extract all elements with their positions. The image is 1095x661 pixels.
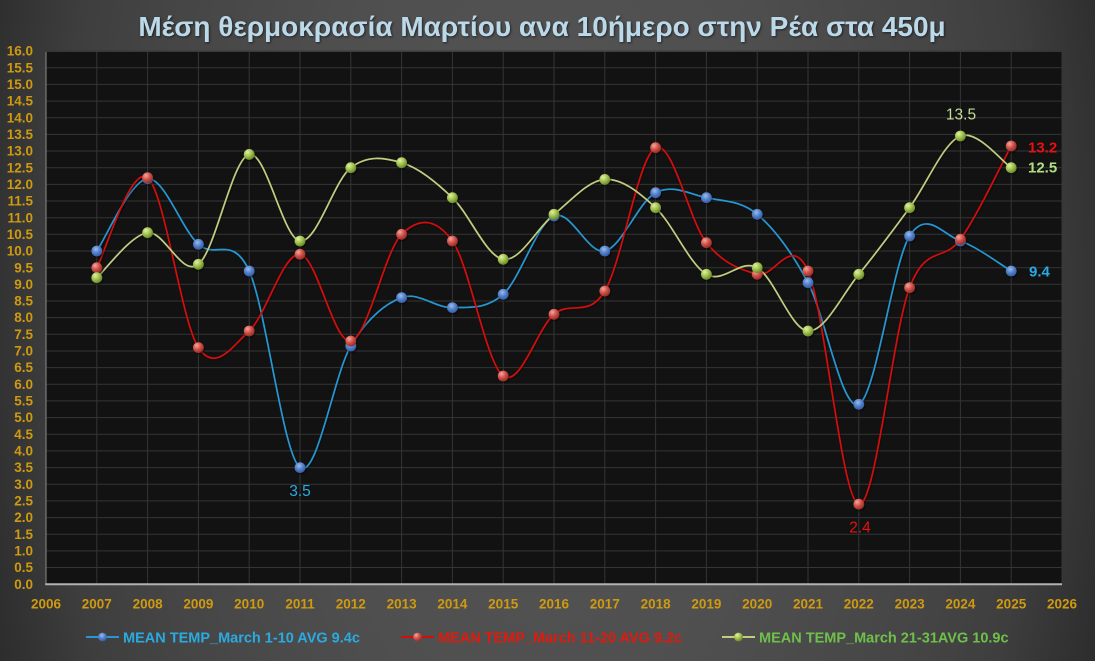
svg-text:9.4: 9.4	[1029, 264, 1051, 281]
svg-text:2025: 2025	[996, 597, 1027, 612]
svg-text:13.5: 13.5	[7, 127, 34, 142]
svg-text:12.0: 12.0	[7, 177, 33, 192]
svg-text:2013: 2013	[387, 597, 418, 612]
svg-text:2012: 2012	[336, 597, 366, 612]
svg-text:2018: 2018	[641, 597, 672, 612]
svg-text:13.0: 13.0	[7, 144, 33, 159]
svg-text:2006: 2006	[31, 597, 62, 612]
svg-text:3.5: 3.5	[289, 483, 311, 500]
svg-text:4.5: 4.5	[14, 427, 33, 442]
svg-text:12.5: 12.5	[1028, 159, 1057, 176]
svg-text:0.5: 0.5	[14, 560, 33, 575]
svg-text:10.0: 10.0	[7, 244, 33, 259]
svg-text:2008: 2008	[133, 597, 164, 612]
svg-text:14.5: 14.5	[7, 94, 34, 109]
svg-text:9.5: 9.5	[14, 260, 33, 275]
svg-text:16.0: 16.0	[7, 44, 33, 59]
svg-text:6.5: 6.5	[14, 360, 33, 375]
svg-text:2026: 2026	[1047, 597, 1078, 612]
svg-text:2021: 2021	[793, 597, 824, 612]
svg-text:MEAN TEMP_March 1-10 AVG 9.4c: MEAN TEMP_March 1-10 AVG 9.4c	[123, 631, 360, 647]
svg-text:2016: 2016	[539, 597, 570, 612]
svg-text:2017: 2017	[590, 597, 620, 612]
svg-text:6.0: 6.0	[14, 377, 33, 392]
svg-text:11.5: 11.5	[7, 194, 33, 209]
svg-text:1.0: 1.0	[14, 544, 33, 559]
svg-text:Μέση θερμοκρασία Μαρτίου ανα 1: Μέση θερμοκρασία Μαρτίου ανα 10ήμερο στη…	[138, 11, 945, 42]
svg-text:2020: 2020	[742, 597, 772, 612]
svg-text:15.0: 15.0	[7, 77, 33, 92]
svg-text:7.0: 7.0	[14, 344, 33, 359]
svg-text:7.5: 7.5	[14, 327, 33, 342]
svg-text:12.5: 12.5	[7, 160, 34, 175]
svg-text:2010: 2010	[234, 597, 264, 612]
svg-text:9.0: 9.0	[14, 277, 33, 292]
svg-text:2023: 2023	[895, 597, 926, 612]
svg-text:2024: 2024	[945, 597, 976, 612]
svg-text:14.0: 14.0	[7, 110, 33, 125]
svg-text:2.0: 2.0	[14, 510, 33, 525]
svg-text:3.5: 3.5	[14, 460, 33, 475]
svg-text:3.0: 3.0	[14, 477, 33, 492]
svg-text:2007: 2007	[82, 597, 112, 612]
svg-text:4.0: 4.0	[14, 444, 33, 459]
svg-text:0.0: 0.0	[14, 577, 33, 592]
svg-text:2.5: 2.5	[14, 494, 33, 509]
svg-text:MEAN TEMP_March 21-31AVG 10.9c: MEAN TEMP_March 21-31AVG 10.9c	[759, 631, 1009, 647]
svg-text:2011: 2011	[285, 597, 315, 612]
svg-text:8.0: 8.0	[14, 310, 33, 325]
svg-text:2015: 2015	[488, 597, 519, 612]
svg-text:2014: 2014	[437, 597, 468, 612]
svg-text:5.0: 5.0	[14, 410, 33, 425]
svg-text:11.0: 11.0	[7, 210, 33, 225]
svg-text:2009: 2009	[183, 597, 213, 612]
svg-text:2.4: 2.4	[849, 520, 871, 537]
svg-text:15.5: 15.5	[7, 60, 34, 75]
svg-text:MEAN TEMP_March 11-20 AVG 9.2c: MEAN TEMP_March 11-20 AVG 9.2c	[438, 631, 682, 647]
svg-text:2019: 2019	[691, 597, 721, 612]
svg-text:8.5: 8.5	[14, 294, 33, 309]
svg-text:2022: 2022	[844, 597, 874, 612]
svg-text:10.5: 10.5	[7, 227, 34, 242]
svg-text:13.5: 13.5	[946, 107, 976, 124]
svg-text:13.2: 13.2	[1028, 140, 1057, 157]
svg-text:1.5: 1.5	[14, 527, 33, 542]
svg-text:5.5: 5.5	[14, 394, 33, 409]
